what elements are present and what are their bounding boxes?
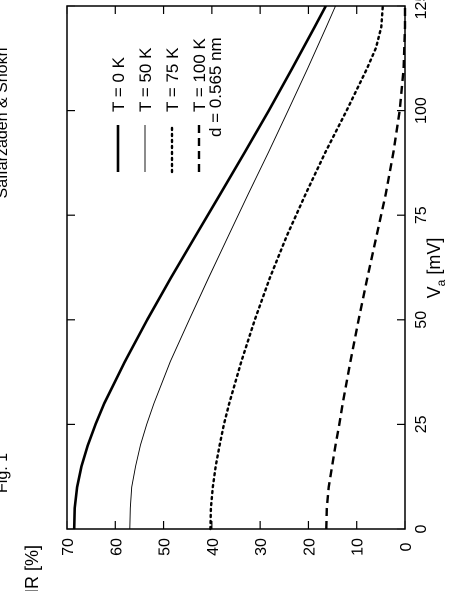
plot-frame — [66, 5, 406, 530]
axis-ticks: 0 25 50 75 100 125 0 10 20 30 40 50 60 70 — [60, 0, 430, 556]
x-tick-label: 75 — [413, 206, 430, 224]
thickness-annotation: d = 0.565 nm — [206, 37, 225, 137]
y-tick-label: 30 — [253, 538, 270, 556]
legend-label-1: T = 50 K — [136, 47, 155, 112]
x-tick-label: 50 — [413, 311, 430, 329]
x-tick-label: 25 — [413, 415, 430, 433]
legend-label-0: T = 0 K — [109, 56, 128, 112]
y-tick-label: 50 — [157, 538, 174, 556]
header-annotations: Fig. 1 Saffarzadeh & Shokri — [0, 48, 11, 493]
figure-label: Fig. 1 — [0, 453, 11, 493]
series-line-1 — [129, 5, 336, 530]
x-axis-label-unit: [mV] — [424, 238, 444, 280]
y-tick-label: 0 — [398, 542, 415, 551]
series-line-3 — [325, 6, 407, 530]
series-line-0 — [72, 5, 327, 530]
x-tick-label: 100 — [413, 97, 430, 124]
authors-label: Saffarzadeh & Shokri — [0, 48, 11, 199]
x-axis-label: Va [mV] — [424, 238, 448, 299]
y-tick-label: 40 — [205, 538, 222, 556]
series-line-2 — [209, 4, 384, 531]
y-tick-label: 60 — [108, 538, 125, 556]
legend-label-2: T = 75 K — [163, 47, 182, 112]
legend: T = 0 K T = 50 K T = 75 K T = 100 K — [109, 37, 209, 174]
legend-label-3: T = 100 K — [190, 37, 209, 112]
y-tick-label: 20 — [301, 538, 318, 556]
data-series — [72, 4, 407, 531]
y-tick-label: 10 — [350, 538, 367, 556]
y-axis-label: TMR [%] — [22, 545, 42, 591]
y-tick-label: 70 — [60, 538, 77, 556]
x-axis-label-main: V — [424, 286, 444, 298]
x-tick-label: 0 — [413, 524, 430, 533]
x-tick-label: 125 — [413, 0, 430, 19]
x-axis-label-subscript: a — [434, 279, 448, 286]
svg-text:Va [mV]: Va [mV] — [424, 238, 448, 299]
